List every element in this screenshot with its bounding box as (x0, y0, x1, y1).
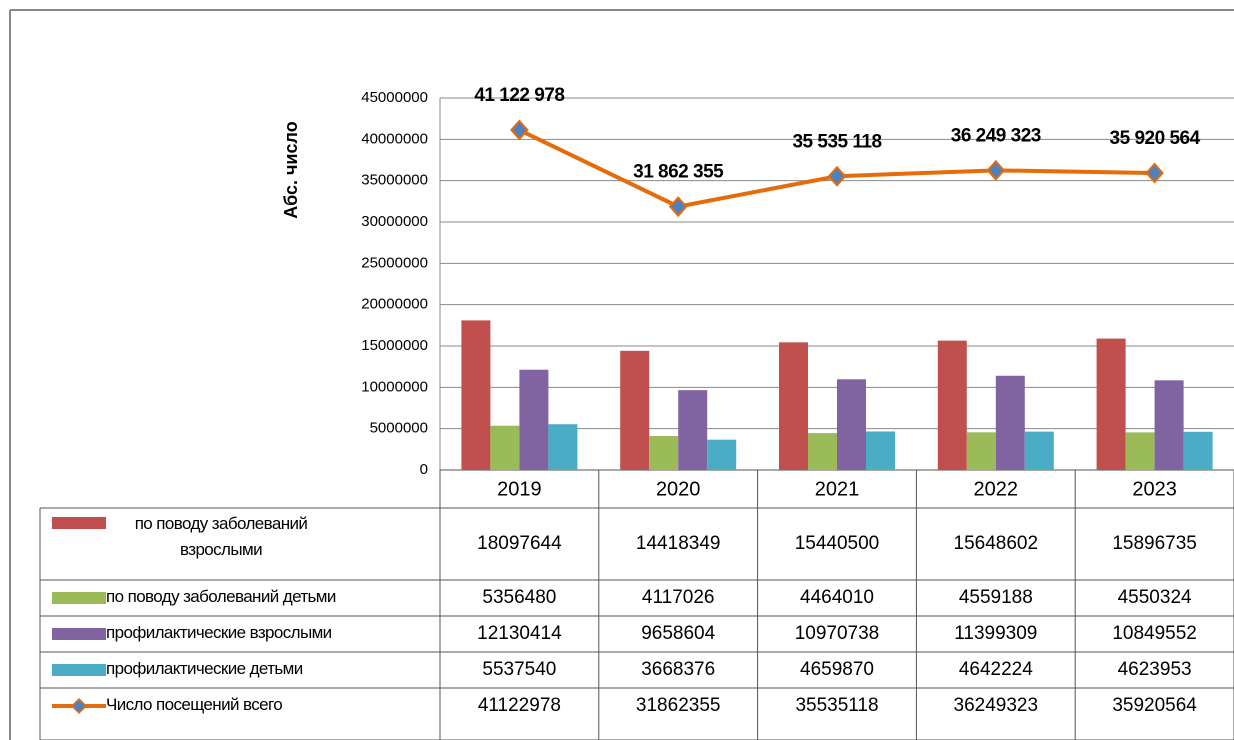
bar (1024, 431, 1054, 470)
table-value: 10849552 (1112, 623, 1197, 644)
marker (827, 165, 847, 187)
table-value: 15896735 (1112, 533, 1197, 554)
bar (966, 432, 996, 470)
table-value: 35535118 (795, 695, 878, 716)
table-value: 15648602 (954, 533, 1039, 554)
bar (937, 340, 967, 470)
y-tick-label: 15000000 (361, 337, 428, 354)
data-label: 36 249 323 (951, 125, 1041, 146)
x-tick-label: 2021 (815, 478, 860, 500)
table-value: 4659870 (800, 659, 874, 680)
legend-label: по поводу заболеваний детьми (106, 587, 336, 606)
bar (1125, 432, 1155, 470)
legend-key (70, 697, 88, 715)
legend-key (52, 664, 106, 676)
bar (678, 390, 708, 470)
data-label: 41 122 978 (474, 85, 564, 106)
table-value: 4642224 (959, 659, 1033, 680)
bar (490, 425, 520, 470)
bar (707, 439, 737, 470)
marker (668, 196, 688, 218)
x-tick-label: 2023 (1132, 478, 1177, 500)
legend-key (52, 517, 106, 529)
x-tick-label: 2020 (656, 478, 701, 500)
table-value: 4550324 (1118, 587, 1192, 608)
table-value: 3668376 (641, 659, 715, 680)
legend-entry: Число посещений всего (106, 695, 283, 714)
table-value: 4464010 (800, 587, 874, 608)
legend-entry: профилактические взрослыми (106, 623, 332, 642)
marker (986, 159, 1006, 181)
table-value: 36249323 (954, 695, 1039, 716)
y-axis-label: Абс. число (281, 121, 301, 218)
table-value: 5537540 (482, 659, 556, 680)
bar (866, 431, 895, 470)
table-value: 10970738 (795, 623, 880, 644)
bar (779, 342, 808, 470)
table-value: 4623953 (1118, 659, 1192, 680)
bar (461, 320, 491, 470)
legend-label: Число посещений всего (106, 695, 283, 714)
table-value: 41122978 (478, 695, 561, 716)
legend-label: по поводу заболеваний взрослыми (134, 514, 308, 559)
table-value: 11399309 (954, 623, 1037, 644)
bar (620, 350, 650, 470)
bar (837, 379, 866, 470)
table-value: 4117026 (642, 587, 715, 608)
table-value: 9658604 (641, 623, 715, 644)
y-tick-label: 20000000 (361, 296, 428, 313)
table-value: 35920564 (1112, 695, 1197, 716)
y-tick-label: 35000000 (361, 172, 428, 189)
marker (510, 119, 529, 141)
bar (808, 433, 837, 470)
table-value: 31862355 (636, 695, 721, 716)
table-value: 15440500 (795, 533, 880, 554)
bar (649, 435, 679, 470)
data-label: 35 535 118 (792, 131, 881, 152)
legend-label: профилактические взрослыми (106, 623, 332, 642)
table-value: 4559188 (959, 587, 1033, 608)
bar (548, 424, 578, 470)
data-label: 31 862 355 (633, 162, 724, 183)
legend-key (52, 592, 106, 604)
legend-label: профилактические детьми (106, 659, 303, 678)
legend-key (52, 628, 106, 640)
y-tick-label: 25000000 (361, 254, 428, 271)
y-tick-label: 10000000 (361, 378, 428, 395)
bar (1096, 338, 1126, 470)
bar (995, 375, 1025, 470)
x-tick-label: 2022 (974, 478, 1019, 500)
bar (1183, 431, 1213, 470)
y-tick-label: 0 (420, 461, 428, 478)
y-tick-label: 5000000 (370, 420, 428, 437)
legend-entry: профилактические детьми (106, 659, 303, 678)
bar (519, 369, 549, 470)
data-label: 35 920 564 (1110, 128, 1201, 149)
bar (1154, 380, 1184, 470)
legend-entry: по поводу заболеваний детьми (106, 587, 336, 606)
x-tick-label: 2019 (497, 478, 542, 500)
y-tick-label: 30000000 (361, 213, 428, 230)
y-tick-label: 40000000 (361, 130, 428, 147)
marker (1145, 162, 1164, 184)
table-value: 12130414 (477, 623, 562, 644)
legend-entry: по поводу заболеваний взрослыми (134, 514, 308, 559)
table-value: 5356480 (482, 587, 556, 608)
table-value: 14418349 (636, 533, 721, 554)
y-tick-label: 45000000 (361, 89, 428, 106)
table-value: 18097644 (477, 533, 562, 554)
